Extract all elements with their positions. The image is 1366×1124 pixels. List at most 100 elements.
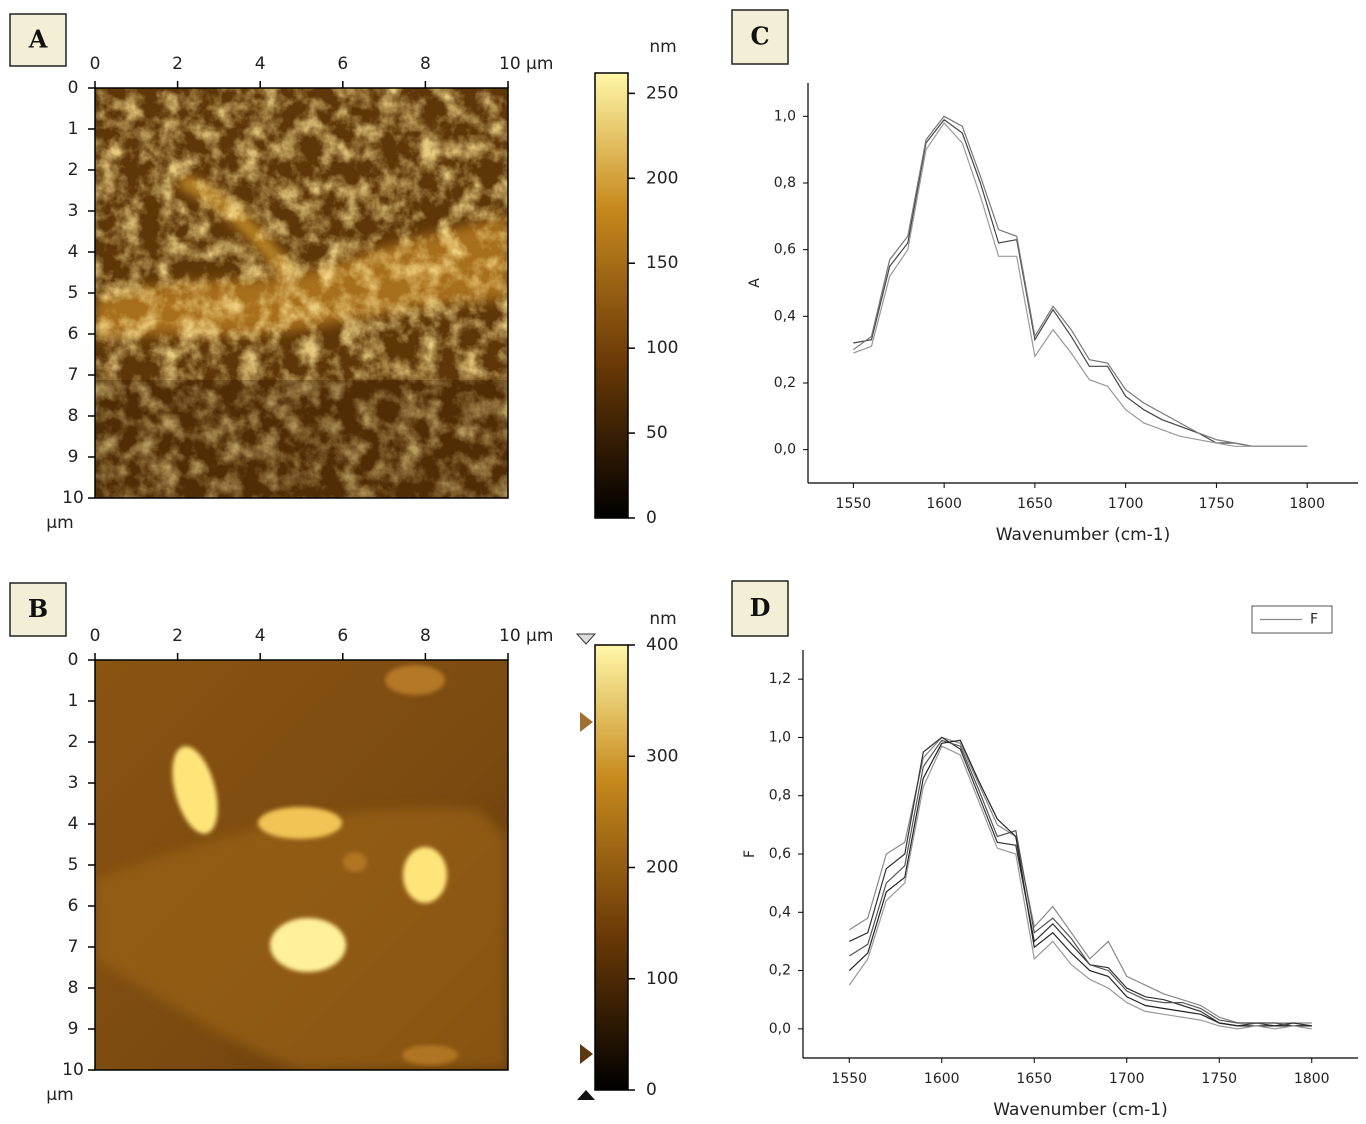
- marker: [580, 1044, 593, 1064]
- y-tick-label: 8: [68, 406, 79, 426]
- x-tick-label: 10 µm: [499, 54, 553, 74]
- spectrum-line: [848, 745, 1312, 1030]
- x-tick-label: 1600: [924, 1071, 960, 1087]
- x-tick-label: 1800: [1289, 496, 1325, 512]
- x-tick-label: 1650: [1016, 1071, 1052, 1087]
- panel-label: B: [28, 594, 48, 623]
- panel-label-box: [731, 9, 789, 65]
- y-tick-label: 7: [68, 365, 79, 385]
- y-tick-label: 0,0: [774, 442, 796, 458]
- spectrum-line: [853, 118, 1308, 447]
- panel-label-box: [731, 580, 789, 637]
- x-tick-label: 1750: [1201, 1071, 1237, 1087]
- colorbar-tick-label: 200: [646, 858, 678, 878]
- colorbar-tick-label: 100: [646, 969, 678, 989]
- x-tick-label: 2: [172, 626, 183, 646]
- y-tick-label: 5: [68, 283, 79, 303]
- y-tick-label: 2: [68, 732, 79, 752]
- y-tick-label: 4: [68, 814, 79, 834]
- y-tick-label: 0,2: [769, 963, 791, 979]
- y-tick-label: 3: [68, 773, 79, 793]
- x-axis-title: Wavenumber (cm-1): [993, 1100, 1168, 1120]
- panel-label: C: [750, 22, 769, 51]
- afm-image: [95, 660, 508, 1070]
- y-tick-label: 0,8: [774, 175, 796, 191]
- y-tick-label: 0: [68, 650, 79, 670]
- x-tick-label: 1550: [836, 496, 872, 512]
- x-tick-label: 4: [255, 54, 266, 74]
- panel-label: D: [750, 593, 771, 622]
- y-tick-label: 6: [68, 896, 79, 916]
- x-tick-label: 1550: [831, 1071, 867, 1087]
- panel-label-box: [9, 13, 67, 67]
- spectrum-line: [848, 739, 1312, 1027]
- y-tick-label: 0,2: [774, 375, 796, 391]
- y-axis-title: A: [747, 278, 763, 288]
- y-tick-label: 1: [68, 691, 79, 711]
- colorbar-tick-label: 400: [646, 635, 678, 655]
- colorbar-tick-label: 300: [646, 746, 678, 766]
- y-tick-label: 3: [68, 201, 79, 221]
- x-tick-label: 1750: [1199, 496, 1235, 512]
- colorbar-unit: nm: [649, 609, 676, 629]
- spectrum-line: [853, 115, 1308, 447]
- colorbar-tick-label: 50: [646, 423, 668, 443]
- legend-label: F: [1310, 612, 1318, 628]
- y-tick-label: 2: [68, 160, 79, 180]
- y-tick-label: 0,4: [769, 904, 791, 920]
- spectrum-line: [853, 122, 1308, 447]
- y-tick-label: 5: [68, 855, 79, 875]
- spectrum-line: [849, 736, 1312, 1027]
- x-tick-label: 1800: [1294, 1071, 1330, 1087]
- y-tick-label: 0: [68, 78, 79, 98]
- y-tick-label: 10: [62, 1060, 84, 1080]
- colorbar-tick-label: 150: [646, 253, 678, 273]
- x-tick-label: 1600: [926, 496, 962, 512]
- x-tick-label: 0: [90, 54, 101, 74]
- x-tick-label: 4: [255, 626, 266, 646]
- x-tick-label: 8: [420, 626, 431, 646]
- y-tick-label: 9: [68, 447, 79, 467]
- x-tick-label: 0: [90, 626, 101, 646]
- x-tick-label: 1700: [1108, 496, 1144, 512]
- y-tick-label: 0,8: [769, 788, 791, 804]
- y-tick-label: 9: [68, 1019, 79, 1039]
- x-tick-label: 1650: [1017, 496, 1053, 512]
- colorbar-tick-label: 100: [646, 338, 678, 358]
- y-tick-label: 8: [68, 978, 79, 998]
- x-axis-title: Wavenumber (cm-1): [996, 525, 1171, 545]
- colorbar-unit: nm: [649, 37, 676, 57]
- colorbar-tick-label: 250: [646, 83, 678, 103]
- marker: [575, 633, 597, 645]
- y-tick-label: 1,0: [774, 108, 796, 124]
- y-tick-label: 6: [68, 324, 79, 344]
- y-tick-label: 0,0: [769, 1021, 791, 1037]
- colorbar: [594, 644, 629, 1091]
- colorbar-tick-label: 0: [646, 508, 657, 528]
- colorbar-tick-label: 0: [646, 1080, 657, 1100]
- y-tick-label: 4: [68, 242, 79, 262]
- colorbar-tick-label: 200: [646, 168, 678, 188]
- y-tick-label: 0,6: [769, 846, 791, 862]
- x-tick-label: 10 µm: [499, 626, 553, 646]
- y-tick-label: 10: [62, 488, 84, 508]
- y-tick-label: 1,2: [769, 671, 791, 687]
- x-tick-label: 6: [337, 626, 348, 646]
- x-tick-label: 6: [337, 54, 348, 74]
- y-tick-label: 1,0: [769, 729, 791, 745]
- y-axis-title: F: [742, 850, 758, 858]
- y-axis-unit: µm: [46, 513, 73, 533]
- y-tick-label: 1: [68, 119, 79, 139]
- panel-label-box: [9, 582, 67, 637]
- y-tick-label: 7: [68, 937, 79, 957]
- marker: [577, 1090, 595, 1100]
- colorbar: [594, 72, 629, 519]
- y-axis-unit: µm: [46, 1085, 73, 1105]
- x-tick-label: 2: [172, 54, 183, 74]
- spectrum-line: [848, 739, 1312, 1027]
- y-tick-label: 0,6: [774, 242, 796, 258]
- x-tick-label: 1700: [1109, 1071, 1145, 1087]
- y-tick-label: 0,4: [774, 308, 796, 324]
- x-tick-label: 8: [420, 54, 431, 74]
